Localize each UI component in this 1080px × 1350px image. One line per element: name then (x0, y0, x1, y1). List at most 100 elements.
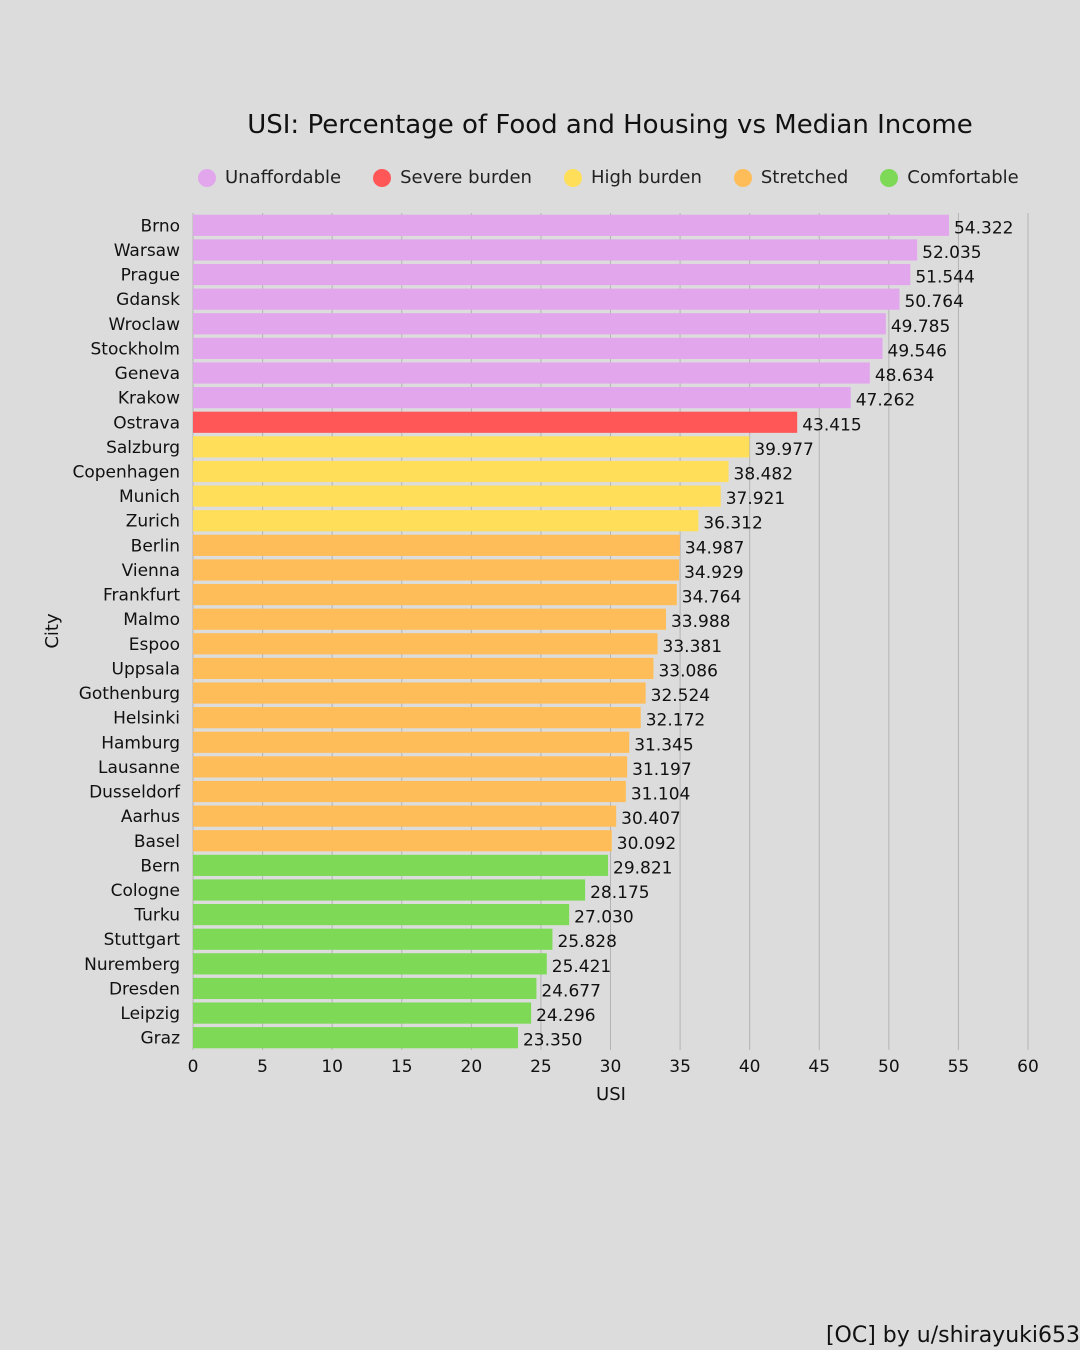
bar (193, 387, 851, 409)
y-tick-label: Basel (134, 832, 180, 852)
value-label: 24.677 (541, 981, 600, 1001)
x-tick-label: 45 (808, 1057, 830, 1077)
value-label: 50.764 (904, 292, 963, 312)
x-tick-label: 55 (948, 1057, 970, 1077)
y-tick-label: Prague (121, 266, 180, 286)
bar (193, 780, 626, 803)
y-tick-label: Helsinki (113, 709, 180, 729)
y-tick-label: Turku (133, 906, 180, 926)
bar (193, 854, 609, 876)
value-label: 25.828 (557, 932, 616, 952)
y-tick-label: Leipzig (120, 1004, 180, 1024)
y-tick-label: Salzburg (106, 438, 180, 458)
value-label: 34.987 (685, 538, 744, 558)
legend-marker (198, 168, 216, 187)
legend-item: Comfortable (880, 167, 1019, 188)
legend-item: Stretched (733, 167, 848, 188)
x-tick-label: 40 (739, 1057, 761, 1077)
value-label: 34.764 (682, 588, 741, 608)
y-tick-label: Espoo (129, 635, 180, 655)
bar (193, 756, 628, 778)
bar (193, 583, 677, 606)
y-tick-label: Stuttgart (104, 930, 181, 950)
y-tick-label: Dresden (109, 979, 180, 999)
y-tick-label: Uppsala (112, 659, 180, 679)
y-tick-label: Zurich (126, 512, 180, 532)
legend-item: Unaffordable (198, 167, 341, 188)
value-label: 47.262 (856, 391, 915, 411)
bar (193, 657, 654, 680)
bar (193, 239, 918, 261)
legend-marker (373, 168, 392, 187)
value-label: 25.421 (552, 957, 611, 977)
value-label: 43.415 (802, 415, 861, 435)
bar (193, 214, 949, 236)
y-tick-label: Gdansk (116, 290, 180, 310)
value-label: 54.322 (954, 218, 1013, 238)
value-label: 23.350 (523, 1031, 582, 1051)
bars (193, 214, 949, 1049)
legend-label: Comfortable (907, 167, 1019, 188)
bar (193, 263, 911, 286)
value-label: 30.092 (617, 834, 676, 854)
credit-text: [OC] by u/shirayuki653 (825, 1323, 1080, 1348)
value-label: 48.634 (875, 366, 934, 386)
y-tick-label: Warsaw (114, 241, 180, 261)
y-tick-label: Geneva (115, 364, 180, 384)
value-label: 39.977 (754, 440, 813, 460)
legend-label: High burden (590, 167, 702, 188)
value-label: 34.929 (684, 563, 743, 583)
legend-marker (880, 168, 899, 187)
value-label: 31.345 (634, 735, 693, 755)
x-tick-label: 50 (878, 1057, 900, 1077)
bar (193, 977, 537, 1000)
x-tick-label: 15 (391, 1057, 413, 1077)
value-label: 32.524 (651, 686, 710, 706)
legend-marker (563, 168, 582, 187)
bar (193, 313, 886, 335)
y-tick-label: Gothenburg (79, 684, 180, 704)
bar (193, 510, 699, 532)
y-tick-label: Dusseldorf (89, 783, 181, 803)
y-tick-label: Wroclaw (109, 315, 181, 335)
y-tick-label: Frankfurt (103, 586, 180, 606)
legend-item: High burden (563, 167, 702, 188)
bar (193, 904, 570, 926)
bar (193, 1002, 532, 1024)
y-tick-label: Munich (119, 487, 180, 507)
y-axis-title: City (42, 613, 63, 649)
x-tick-labels: 0 5 10 15 20 25 30 35 40 45 50 55 60 (188, 1057, 1039, 1077)
bar (193, 731, 630, 753)
x-tick-label: 5 (257, 1057, 268, 1077)
value-label: 27.030 (574, 908, 633, 928)
x-tick-label: 25 (530, 1057, 552, 1077)
bar (193, 411, 798, 433)
bar (193, 830, 612, 852)
value-label: 32.172 (646, 711, 705, 731)
bar (193, 682, 646, 704)
y-tick-label: Berlin (131, 536, 180, 556)
x-tick-label: 60 (1017, 1057, 1039, 1077)
bar (193, 362, 870, 384)
value-label: 33.988 (671, 612, 730, 632)
x-tick-label: 20 (461, 1057, 483, 1077)
value-label: 52.035 (922, 243, 981, 263)
x-tick-label: 35 (669, 1057, 691, 1077)
bar (193, 436, 750, 458)
value-label: 29.821 (613, 858, 672, 878)
x-tick-label: 30 (600, 1057, 622, 1077)
bar (193, 485, 721, 507)
bar (193, 953, 547, 975)
y-tick-label: Vienna (122, 561, 180, 581)
bar (193, 1027, 518, 1049)
y-tick-label: Ostrava (113, 413, 180, 433)
value-label: 51.544 (915, 268, 974, 288)
legend-marker (733, 168, 752, 187)
value-label: 33.086 (658, 661, 717, 681)
x-tick-label: 10 (321, 1057, 343, 1077)
bar (193, 805, 617, 827)
y-tick-label: Stockholm (90, 339, 180, 359)
value-label: 30.407 (621, 809, 680, 829)
x-tick-label: 0 (188, 1057, 199, 1077)
bar (193, 633, 658, 655)
